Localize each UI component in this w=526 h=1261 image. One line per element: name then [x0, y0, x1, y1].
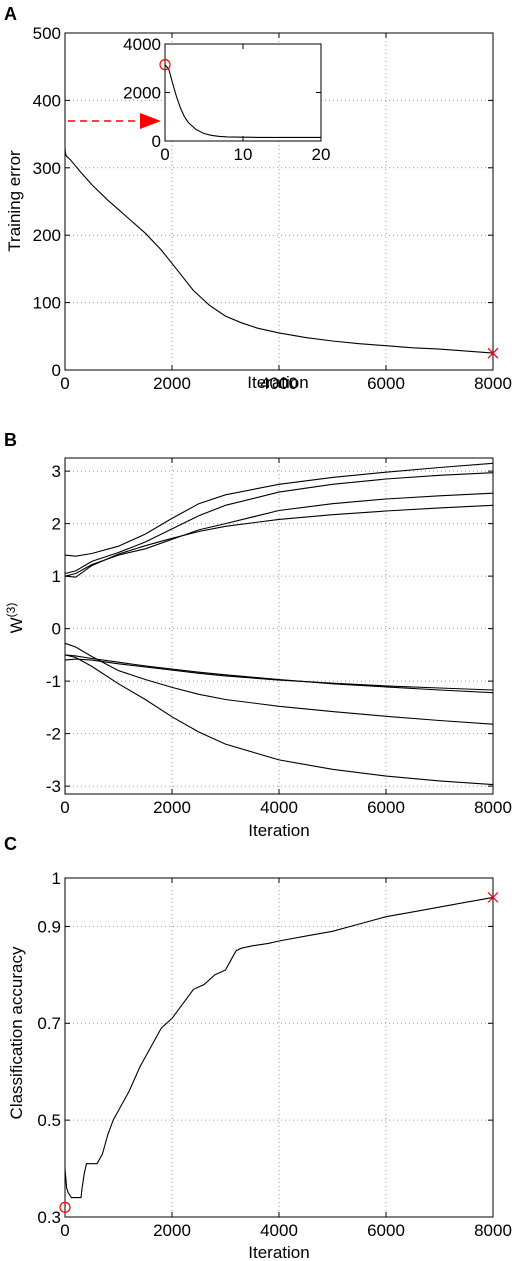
- panel-a-inset-circle-marker-0: [159, 59, 171, 71]
- panel-b-series-7: [64, 654, 494, 786]
- panel-a-label: A: [4, 4, 17, 24]
- panel-a-ytick-label-3: 300: [33, 159, 61, 178]
- panel-a-x-marker-stroke-b-0: [487, 347, 499, 359]
- panel-a-inset: 0 10 20 0 2000 4000: [123, 35, 330, 164]
- panel-b-series-6: [64, 642, 494, 725]
- panel-c-circle-marker-0: [59, 1201, 71, 1213]
- panel-c-ytick-label-4: 1: [52, 869, 61, 888]
- panel-b-ytick-label-0: -3: [46, 777, 61, 796]
- panel-a-inset-background: [165, 44, 321, 141]
- panel-a-ytick-label-1: 100: [33, 294, 61, 313]
- panel-b-ylabel: W(3): [4, 603, 26, 634]
- panel-b-ytick-label-2: -1: [46, 672, 61, 691]
- panel-c-ytick-label-3: 0.9: [37, 917, 61, 936]
- panel-c-xtick-label-0: 0: [60, 1221, 69, 1240]
- panel-a-x-marker-0: [487, 347, 499, 359]
- panel-b-series-5: [64, 654, 494, 694]
- panel-b-xtick-label-4: 8000: [474, 798, 512, 817]
- panel-a-inset-xtick-label-1: 10: [234, 145, 253, 164]
- panel-b-series-2: [64, 492, 494, 577]
- panel-b-weights-chart: 0 2000 4000 6000 8000 -3 -2 -1 0 1 2 3: [46, 457, 512, 817]
- panel-b-xtick-label-3: 6000: [367, 798, 405, 817]
- panel-b-xtick-label-1: 2000: [153, 798, 191, 817]
- panel-b-ytick-label-5: 2: [52, 515, 61, 534]
- panel-a-xtick-label-4: 8000: [474, 374, 512, 393]
- panel-b-xtick-label-2: 4000: [260, 798, 298, 817]
- panel-b-xtick-label-0: 0: [60, 798, 69, 817]
- panel-a-inset-ytick-label-1: 2000: [123, 83, 161, 102]
- panel-a-xlabel: Iteration: [247, 373, 308, 392]
- panel-c-xtick-label-1: 2000: [153, 1221, 191, 1240]
- panel-b-ytick-label-4: 1: [52, 567, 61, 586]
- panel-a-inset-arrowhead: [140, 113, 161, 129]
- panel-c-series-0: [64, 896, 494, 1199]
- panel-c-xlabel: Iteration: [248, 1243, 309, 1261]
- panel-a-ytick-label-2: 200: [33, 226, 61, 245]
- panel-b-ylabel-superscript: (3): [4, 603, 18, 618]
- panel-a-xtick-label-2: 4000: [260, 374, 298, 393]
- panel-c-xtick-label-2: 4000: [260, 1221, 298, 1240]
- panel-a-inset-ytick-label-2: 4000: [123, 35, 161, 54]
- panel-a-inset-xtick-label-2: 20: [312, 145, 331, 164]
- panel-a-ylabel: Training error: [5, 150, 24, 252]
- panel-c-ytick-label-2: 0.7: [37, 1014, 61, 1033]
- panel-a-xtick-label-1: 2000: [153, 374, 191, 393]
- panel-a-ytick-label-5: 500: [33, 24, 61, 43]
- panel-c-x-marker-1: [487, 891, 499, 903]
- panel-b-series-0: [64, 462, 494, 557]
- panel-b-series-1: [64, 472, 494, 575]
- panel-b-label: B: [4, 430, 17, 450]
- panel-b-series-3: [64, 504, 494, 578]
- panel-c-ytick-label-1: 0.5: [37, 1111, 61, 1130]
- panel-c-ytick-label-0: 0.3: [37, 1208, 61, 1227]
- panel-b-ylabel-main: W: [7, 617, 26, 633]
- panel-b-ytick-label-1: -2: [46, 725, 61, 744]
- panel-a-ytick-label-4: 400: [33, 91, 61, 110]
- panel-a-xtick-label-0: 0: [60, 374, 69, 393]
- panel-c-xtick-label-4: 8000: [474, 1221, 512, 1240]
- panel-b-series-4: [64, 658, 494, 691]
- panel-c-x-marker-stroke-b-1: [487, 891, 499, 903]
- panel-c-label: C: [4, 834, 17, 854]
- panel-a-inset-series-0: [164, 64, 321, 138]
- panel-a-xtick-label-3: 6000: [367, 374, 405, 393]
- panel-a-inset-xtick-label-0: 0: [160, 145, 169, 164]
- panel-c-xtick-label-3: 6000: [367, 1221, 405, 1240]
- panel-c-accuracy-chart: 0 2000 4000 6000 8000 0.3 0.5 0.7 0.9 1: [37, 869, 512, 1240]
- panel-c-ylabel: Classification accuracy: [7, 946, 26, 1119]
- panel-a-inset-ytick-label-0: 0: [152, 132, 161, 151]
- panel-b-ytick-label-6: 3: [52, 462, 61, 481]
- panel-a-series-0: [64, 147, 494, 354]
- panel-b-ytick-label-3: 0: [52, 620, 61, 639]
- panel-b-xlabel: Iteration: [248, 821, 309, 840]
- panel-a-ytick-label-0: 0: [52, 361, 61, 380]
